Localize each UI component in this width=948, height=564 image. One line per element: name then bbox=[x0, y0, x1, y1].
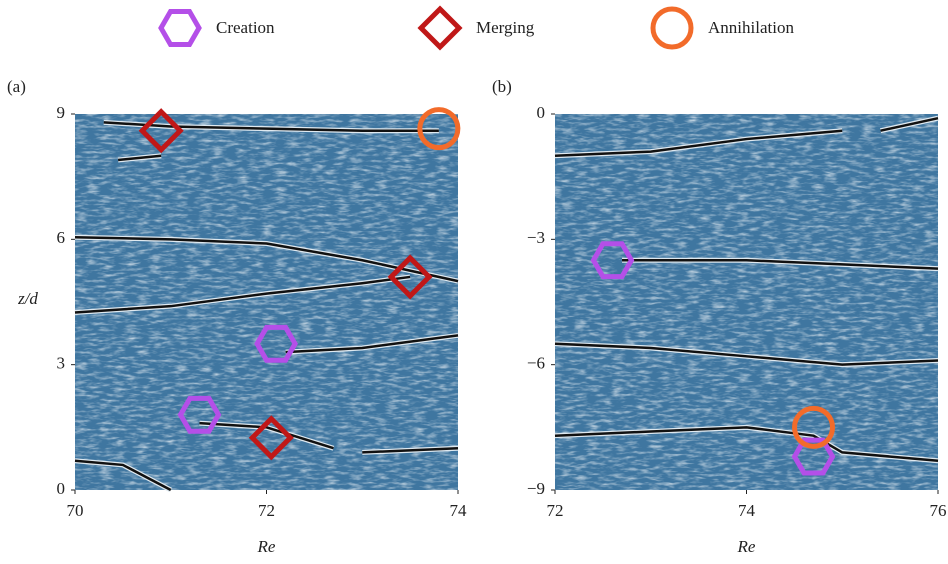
x-axis-label: Re bbox=[257, 537, 276, 556]
legend-marker bbox=[421, 9, 459, 47]
x-tick-label: 72 bbox=[547, 501, 564, 520]
figure: Creation Merging Annihilation (a) Re z/d 70 72 7… bbox=[0, 0, 948, 564]
y-tick-label: 0 bbox=[57, 479, 66, 498]
x-tick-label: 70 bbox=[67, 501, 84, 520]
legend-marker bbox=[653, 9, 691, 47]
x-axis-label: Re bbox=[737, 537, 756, 556]
legend-label: Merging bbox=[476, 18, 535, 37]
x-tick-label: 72 bbox=[258, 501, 275, 520]
texture bbox=[75, 114, 458, 490]
y-tick-label: −3 bbox=[527, 228, 545, 247]
y-tick-label: 3 bbox=[57, 354, 66, 373]
y-tick-label: −9 bbox=[527, 479, 545, 498]
legend-label: Creation bbox=[216, 18, 275, 37]
y-tick-label: 0 bbox=[537, 103, 546, 122]
x-tick-label: 74 bbox=[738, 501, 756, 520]
panel-label: (a) bbox=[7, 77, 26, 96]
x-tick-label: 74 bbox=[450, 501, 468, 520]
y-axis-label: z/d bbox=[17, 289, 38, 308]
panel-label: (b) bbox=[492, 77, 512, 96]
legend-marker bbox=[161, 12, 199, 45]
y-tick-label: 6 bbox=[57, 228, 66, 247]
y-tick-label: 9 bbox=[57, 103, 66, 122]
x-tick-label: 76 bbox=[930, 501, 947, 520]
legend-label: Annihilation bbox=[708, 18, 794, 37]
y-tick-label: −6 bbox=[527, 354, 545, 373]
